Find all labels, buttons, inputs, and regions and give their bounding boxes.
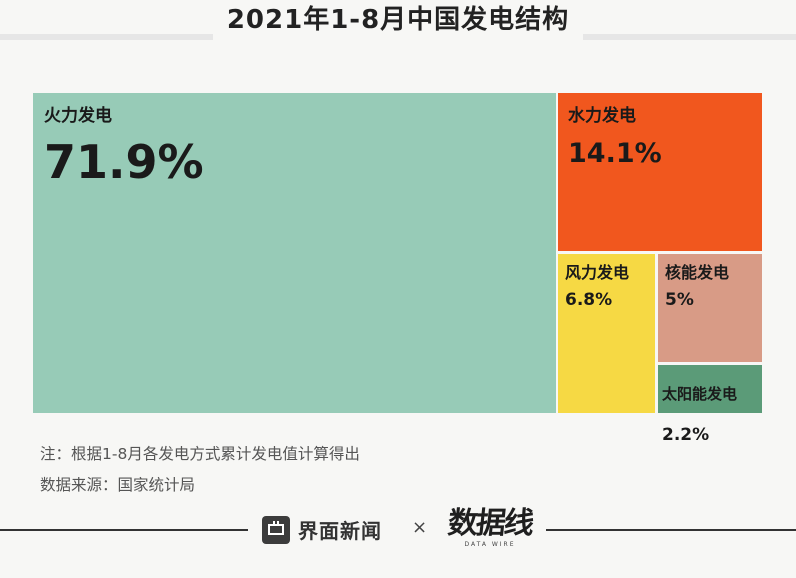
value-label-wind: 6.8% bbox=[565, 290, 612, 310]
treemap-cell-thermal bbox=[33, 93, 556, 413]
treemap-cell-nuclear bbox=[658, 254, 762, 362]
footer: 界面新闻 × 数据线 DATA WIRE bbox=[0, 505, 796, 555]
category-label-nuclear: 核能发电 bbox=[665, 263, 729, 282]
value-label-thermal: 71.9% bbox=[44, 135, 204, 189]
category-label-wind: 风力发电 bbox=[565, 263, 629, 282]
treemap-cell-wind bbox=[558, 254, 655, 413]
treemap-cell-solar bbox=[658, 365, 762, 413]
brand-datawire-name: 数据线 bbox=[446, 506, 534, 541]
title-bar: 2021年1-8月中国发电结构 bbox=[0, 0, 796, 46]
brand-datawire: 数据线 DATA WIRE bbox=[440, 505, 540, 555]
value-label-nuclear: 5% bbox=[665, 290, 694, 310]
brand-separator: × bbox=[412, 517, 428, 538]
chart-title: 2021年1-8月中国发电结构 bbox=[212, 0, 584, 40]
category-label-solar: 太阳能发电 bbox=[662, 385, 737, 403]
category-label-thermal: 火力发电 bbox=[44, 105, 112, 126]
value-label-hydro: 14.1% bbox=[568, 138, 662, 169]
footer-divider-right bbox=[546, 529, 796, 531]
note-text: 注：根据1-8月各发电方式累计发电值计算得出 bbox=[40, 445, 360, 463]
brand-jiemian-name: 界面新闻 bbox=[298, 519, 382, 543]
source-text: 数据来源：国家统计局 bbox=[40, 476, 196, 494]
category-label-hydro: 水力发电 bbox=[568, 105, 636, 126]
footer-divider-left bbox=[0, 529, 248, 531]
brand-jiemian: 界面新闻 bbox=[262, 515, 382, 544]
jiemian-logo-icon bbox=[262, 515, 290, 544]
value-label-solar: 2.2% bbox=[662, 425, 709, 445]
brand-datawire-sub: DATA WIRE bbox=[464, 541, 516, 548]
treemap-chart: 火力发电 71.9% 水力发电 14.1% 风力发电 6.8% 核能发电 5% 太阳能发电 2.2… bbox=[33, 93, 762, 445]
treemap-cell-hydro bbox=[558, 93, 762, 251]
